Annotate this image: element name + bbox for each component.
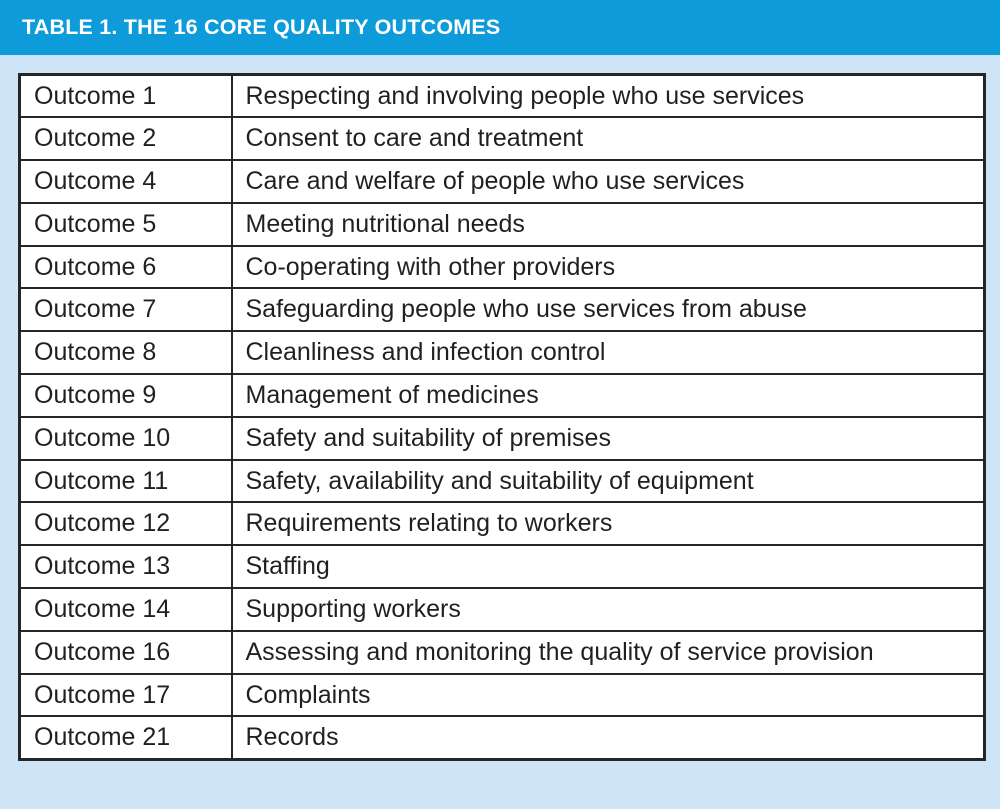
outcome-description-cell: Management of medicines bbox=[230, 373, 986, 418]
outcome-description-cell: Co-operating with other providers bbox=[230, 244, 986, 290]
outcome-number-cell: Outcome 14 bbox=[18, 587, 233, 632]
table-row: Outcome 10 Safety and suitability of pre… bbox=[18, 415, 986, 461]
outcome-description-cell: Safeguarding people who use services fro… bbox=[230, 287, 986, 333]
table-row: Outcome 9 Management of medicines bbox=[18, 373, 986, 418]
table-container: Outcome 1 Respecting and involving peopl… bbox=[0, 55, 1000, 761]
table-row: Outcome 1 Respecting and involving peopl… bbox=[18, 73, 986, 119]
table-row: Outcome 17 Complaints bbox=[18, 672, 986, 718]
table-row: Outcome 7 Safeguarding people who use se… bbox=[18, 287, 986, 333]
outcome-description-cell: Records bbox=[230, 715, 986, 761]
table-row: Outcome 14 Supporting workers bbox=[18, 587, 986, 632]
table-row: Outcome 4 Care and welfare of people who… bbox=[18, 159, 986, 204]
outcome-number-cell: Outcome 12 bbox=[18, 501, 233, 547]
table-row: Outcome 8 Cleanliness and infection cont… bbox=[18, 330, 986, 376]
outcome-number-cell: Outcome 6 bbox=[18, 244, 233, 290]
outcome-number-cell: Outcome 9 bbox=[18, 373, 233, 418]
outcome-description-cell: Safety and suitability of premises bbox=[230, 415, 986, 461]
outcome-number-cell: Outcome 7 bbox=[18, 287, 233, 333]
outcome-description-cell: Respecting and involving people who use … bbox=[230, 73, 986, 119]
table-row: Outcome 11 Safety, availability and suit… bbox=[18, 458, 986, 504]
outcome-number-cell: Outcome 16 bbox=[18, 629, 233, 675]
outcome-description-cell: Requirements relating to workers bbox=[230, 501, 986, 547]
outcomes-table: Outcome 1 Respecting and involving peopl… bbox=[18, 73, 986, 761]
outcome-description-cell: Care and welfare of people who use servi… bbox=[230, 159, 986, 204]
outcome-number-cell: Outcome 21 bbox=[18, 715, 233, 761]
outcomes-table-body: Outcome 1 Respecting and involving peopl… bbox=[18, 73, 986, 761]
table-row: Outcome 13 Staffing bbox=[18, 544, 986, 590]
outcome-number-cell: Outcome 4 bbox=[18, 159, 233, 204]
outcome-number-cell: Outcome 13 bbox=[18, 544, 233, 590]
page-title: TABLE 1. THE 16 CORE QUALITY OUTCOMES bbox=[22, 15, 501, 39]
outcome-description-cell: Assessing and monitoring the quality of … bbox=[230, 629, 986, 675]
outcome-number-cell: Outcome 1 bbox=[18, 73, 233, 119]
outcome-description-cell: Safety, availability and suitability of … bbox=[230, 458, 986, 504]
table-row: Outcome 16 Assessing and monitoring the … bbox=[18, 629, 986, 675]
outcome-number-cell: Outcome 17 bbox=[18, 672, 233, 718]
outcome-number-cell: Outcome 11 bbox=[18, 458, 233, 504]
outcome-description-cell: Staffing bbox=[230, 544, 986, 590]
outcome-number-cell: Outcome 10 bbox=[18, 415, 233, 461]
table-row: Outcome 2 Consent to care and treatment bbox=[18, 116, 986, 162]
table-row: Outcome 21 Records bbox=[18, 715, 986, 761]
table-row: Outcome 5 Meeting nutritional needs bbox=[18, 201, 986, 247]
outcome-number-cell: Outcome 8 bbox=[18, 330, 233, 376]
outcome-description-cell: Supporting workers bbox=[230, 587, 986, 632]
outcome-description-cell: Consent to care and treatment bbox=[230, 116, 986, 162]
outcome-number-cell: Outcome 2 bbox=[18, 116, 233, 162]
table-title-banner: TABLE 1. THE 16 CORE QUALITY OUTCOMES bbox=[0, 0, 1000, 55]
table-row: Outcome 12 Requirements relating to work… bbox=[18, 501, 986, 547]
outcome-description-cell: Cleanliness and infection control bbox=[230, 330, 986, 376]
outcome-description-cell: Complaints bbox=[230, 672, 986, 718]
outcome-number-cell: Outcome 5 bbox=[18, 201, 233, 247]
table-row: Outcome 6 Co-operating with other provid… bbox=[18, 244, 986, 290]
outcome-description-cell: Meeting nutritional needs bbox=[230, 201, 986, 247]
